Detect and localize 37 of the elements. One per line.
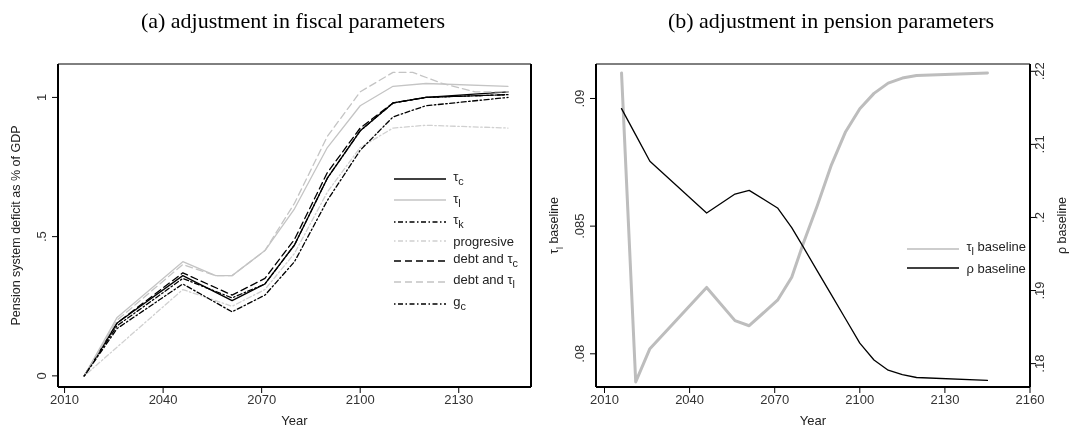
x-axis-title: Year (799, 413, 827, 428)
legend-label: debt and τ$_{l}$ (453, 271, 515, 292)
y2-tick-label: .2 (1032, 212, 1047, 223)
y-axis-title: Pension system deficit as % of GDP (9, 125, 23, 326)
legend-label: τ$_{l}$ baseline (966, 238, 1026, 259)
y2-tick-label: .22 (1032, 62, 1047, 81)
x-tick-label: 2100 (345, 392, 375, 408)
legend-label: debt and τ$_{c}$ (453, 249, 518, 271)
x-tick-label: 2040 (675, 392, 705, 408)
x-tick-label: 2130 (444, 392, 474, 408)
legend-label: τ$_{l}$ (453, 189, 461, 211)
y2-tick-label: .21 (1032, 135, 1047, 154)
y-tick-label: .08 (572, 344, 587, 363)
x-axis-title: Year (281, 413, 309, 428)
y-tick-label: .09 (572, 89, 587, 108)
legend-label: g$_{c}$ (453, 292, 466, 314)
legend-label: ρ baseline (966, 259, 1026, 277)
x-tick-label: 2070 (760, 392, 790, 408)
x-tick-label: 2010 (50, 392, 80, 408)
legend-label: τ$_{c}$ (453, 168, 464, 189)
x-tick-label: 2070 (247, 392, 277, 408)
y-tick-label: 1 (34, 93, 49, 102)
y2-tick-label: .18 (1032, 354, 1047, 373)
chart-title: (b) adjustment in pension parameters (666, 8, 996, 35)
legend-label: τ$_{k}$ (453, 211, 464, 232)
legend-label: progresive (453, 232, 514, 250)
x-tick-label: 2040 (148, 392, 178, 408)
y2-tick-label: .19 (1032, 281, 1047, 300)
y-tick-label: 0 (34, 372, 49, 380)
y-tick-label: .5 (34, 231, 49, 243)
y2-axis-title: ρ baseline (1055, 196, 1069, 255)
x-tick-label: 2010 (590, 392, 619, 408)
x-tick-label: 2160 (1015, 392, 1045, 408)
x-tick-label: 2130 (930, 392, 960, 408)
y-tick-label: .085 (572, 213, 587, 239)
x-tick-label: 2100 (845, 392, 875, 408)
chart-title: (a) adjustment in fiscal parameters (139, 8, 447, 35)
